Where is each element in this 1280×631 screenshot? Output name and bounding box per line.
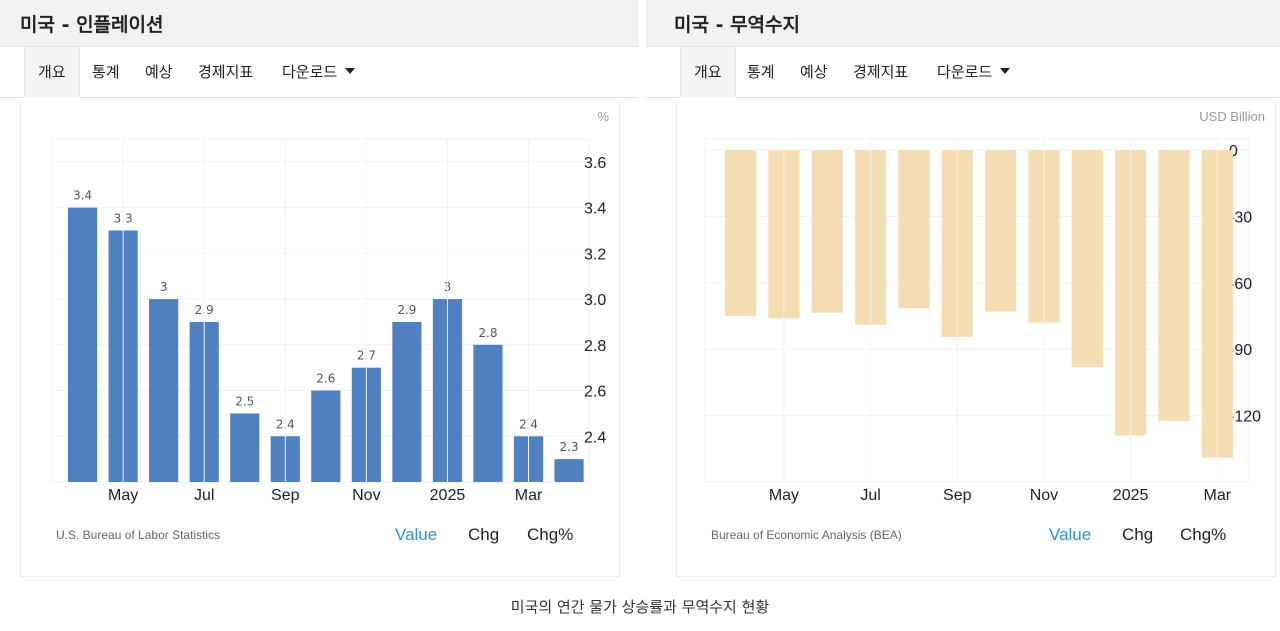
trade-bar [1071, 150, 1103, 367]
trade-plot-area [704, 138, 1250, 483]
trade-bar [725, 150, 757, 317]
inflation-tab-download[interactable]: 다운로드 [282, 47, 356, 98]
trade-value-button[interactable]: Value [1049, 525, 1092, 544]
inflation-bar [392, 321, 422, 482]
trade-y-tick: -60 [1229, 276, 1252, 293]
trade-tab-forecast[interactable]: 예상 [800, 63, 828, 81]
inflation-panel: 미국 - 인플레이션 개요 통계 예상 경제지표 다운로드 % 3.6 3.4 3.2… [0, 0, 638, 580]
caret-down-icon [1000, 68, 1011, 74]
inflation-chart-box: % 3.6 3.4 3.2 3.0 2.8 2.6 2.4 3.4 3.3 May 3 2.9 Jul 2.… [20, 99, 620, 577]
inflation-tab-forecast[interactable]: 예상 [145, 63, 173, 81]
trade-x-tick: Mar [1203, 487, 1231, 504]
trade-source: Bureau of Economic Analysis (BEA) [711, 528, 902, 542]
inflation-y-tick: 3.4 [584, 201, 606, 218]
inflation-bar [311, 390, 341, 482]
inflation-y-tick: 3.6 [584, 155, 606, 172]
inflation-tab-overview[interactable]: 개요 [24, 47, 80, 98]
inflation-chart: %3.63.43.23.02.82.62.43.43.3May32.9Jul2.… [51, 109, 609, 504]
trade-tab-stats[interactable]: 통계 [747, 63, 775, 81]
trade-x-tick: 2025 [1113, 487, 1149, 504]
inflation-y-tick: 3.0 [584, 292, 606, 309]
inflation-y-tick: 3.2 [584, 246, 606, 263]
trade-x-tick: Jul [860, 487, 880, 504]
inflation-y-tick: 2.6 [584, 384, 606, 401]
inflation-chg-button[interactable]: Chg [468, 525, 500, 544]
trade-bar [1158, 150, 1190, 422]
inflation-unit-label: % [597, 109, 609, 124]
trade-y-tick: -120 [1229, 409, 1261, 426]
inflation-x-tick: May [108, 487, 138, 504]
trade-unit-label: USD Billion [1199, 109, 1265, 124]
inflation-bar [230, 413, 260, 482]
trade-chart: USD Billion 0 -30 -60 -90 -120 May Jul Sep Nov 202… [704, 109, 1265, 504]
inflation-x-tick: 2025 [430, 487, 466, 504]
inflation-x-tick: Mar [515, 487, 543, 504]
inflation-y-tick: 2.8 [584, 338, 606, 355]
inflation-chgpct-button[interactable]: Chg% [527, 525, 574, 544]
caret-down-icon [345, 68, 356, 74]
trade-bar [985, 150, 1017, 312]
inflation-x-tick: Sep [271, 487, 300, 504]
trade-chg-button[interactable]: Chg [1122, 525, 1154, 544]
trade-x-tick: Sep [943, 487, 972, 504]
inflation-data-label: 3 [160, 280, 168, 294]
inflation-data-label: 2.9 [397, 303, 416, 317]
trade-bar [898, 150, 930, 309]
trade-tab-download-label: 다운로드 [937, 63, 993, 81]
trade-y-tick: -90 [1229, 342, 1252, 359]
inflation-title: 미국 - 인플레이션 [20, 14, 164, 36]
inflation-x-tick: Jul [194, 487, 214, 504]
trade-y-tick: 0 [1229, 143, 1238, 160]
inflation-bar [554, 459, 584, 482]
trade-balance-panel: 미국 - 무역수지 개요 통계 예상 경제지표 다운로드 USD Billion… [646, 0, 1280, 580]
trade-tabs: 개요 통계 예상 경제지표 다운로드 [646, 47, 1280, 98]
trade-chgpct-button[interactable]: Chg% [1180, 525, 1227, 544]
trade-tab-download[interactable]: 다운로드 [937, 47, 1011, 98]
inflation-data-label: 2.6 [316, 372, 335, 386]
inflation-tab-download-label: 다운로드 [282, 63, 338, 81]
inflation-data-label: 3.4 [73, 189, 92, 203]
inflation-data-label: 2.5 [235, 394, 254, 408]
inflation-value-button[interactable]: Value [395, 525, 438, 544]
inflation-data-label: 2.3 [560, 440, 579, 454]
inflation-y-tick: 2.4 [584, 429, 606, 446]
inflation-tab-indicators[interactable]: 경제지표 [198, 63, 254, 81]
trade-x-tick: May [769, 487, 799, 504]
trade-x-tick: Nov [1030, 487, 1058, 504]
inflation-bar [473, 344, 503, 482]
trade-title-bar: 미국 - 무역수지 [646, 0, 1280, 47]
figure-caption: 미국의 연간 물가 상승률과 무역수지 현황 [510, 598, 770, 616]
trade-y-tick: -30 [1229, 209, 1252, 226]
inflation-tabs: 개요 통계 예상 경제지표 다운로드 [0, 47, 638, 98]
inflation-x-tick: Nov [352, 487, 380, 504]
inflation-title-bar: 미국 - 인플레이션 [0, 0, 638, 47]
trade-tab-indicators[interactable]: 경제지표 [853, 63, 909, 81]
inflation-bar [68, 207, 98, 482]
trade-title: 미국 - 무역수지 [674, 14, 800, 36]
inflation-tab-stats[interactable]: 통계 [92, 63, 120, 81]
inflation-source: U.S. Bureau of Labor Statistics [56, 528, 221, 542]
inflation-bar [149, 299, 179, 482]
trade-bar [811, 150, 843, 313]
inflation-data-label: 2.8 [478, 326, 497, 340]
trade-chart-box: USD Billion 0 -30 -60 -90 -120 May Jul Sep Nov 202… [676, 99, 1276, 577]
trade-tab-overview[interactable]: 개요 [680, 47, 736, 98]
